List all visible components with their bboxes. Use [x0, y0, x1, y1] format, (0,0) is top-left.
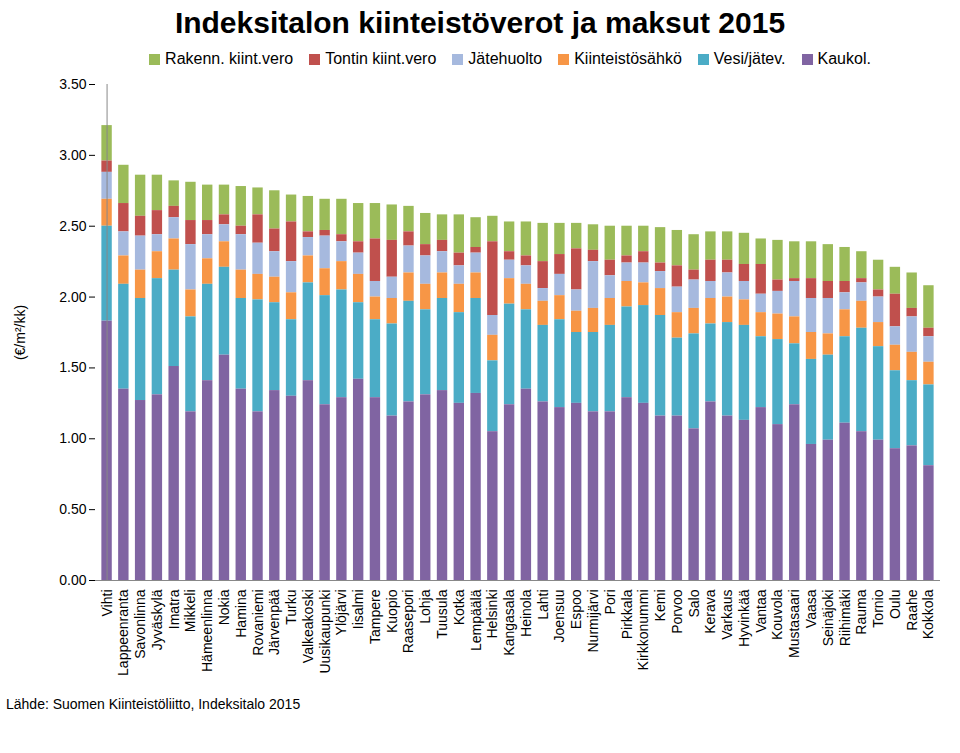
svg-text:Nokia: Nokia [216, 589, 232, 625]
svg-text:1.00: 1.00 [59, 430, 86, 446]
svg-text:Mustasaari: Mustasaari [786, 590, 802, 658]
svg-text:Helsinki: Helsinki [484, 590, 500, 639]
svg-text:Rovaniemi: Rovaniemi [250, 590, 266, 656]
svg-text:Nurmijärvi: Nurmijärvi [585, 590, 601, 653]
svg-text:Iisalmi: Iisalmi [350, 590, 366, 630]
svg-text:Kuopio: Kuopio [384, 589, 400, 633]
svg-text:Uusikaupunki: Uusikaupunki [317, 590, 333, 674]
svg-text:Hyvinkää: Hyvinkää [736, 589, 752, 647]
svg-text:3.00: 3.00 [59, 147, 86, 163]
svg-text:Kangasala: Kangasala [501, 589, 517, 655]
svg-text:Lappeenranta: Lappeenranta [115, 589, 131, 676]
svg-text:Riihimäki: Riihimäki [837, 590, 853, 647]
svg-text:Oulu: Oulu [887, 590, 903, 620]
svg-text:Porvoo: Porvoo [669, 589, 685, 634]
svg-text:Kokkola: Kokkola [920, 589, 936, 639]
svg-text:(€/m²/kk): (€/m²/kk) [12, 305, 28, 360]
html-text:Lähde: Suomen Kiinteistöliitto: Lähde: Suomen Kiinteistöliitto, Indeksit… [6, 696, 301, 712]
svg-text:Valkeakoski: Valkeakoski [300, 590, 316, 664]
svg-text:Lahti: Lahti [535, 590, 551, 620]
html-text:Rakenn. kiint.vero: Rakenn. kiint.vero [165, 50, 294, 67]
svg-text:Pirkkala: Pirkkala [619, 589, 635, 639]
svg-text:Järvenpää: Järvenpää [266, 589, 282, 655]
svg-text:Kouvola: Kouvola [769, 589, 785, 640]
svg-text:Vihti: Vihti [99, 590, 115, 617]
svg-text:Heinola: Heinola [518, 589, 534, 637]
svg-text:1.50: 1.50 [59, 359, 86, 375]
svg-text:Salo: Salo [686, 589, 702, 617]
svg-text:2.00: 2.00 [59, 289, 86, 305]
svg-text:Tornio: Tornio [870, 589, 886, 627]
svg-text:0.50: 0.50 [59, 501, 86, 517]
svg-text:Savonlinna: Savonlinna [132, 589, 148, 658]
svg-text:Hamina: Hamina [233, 589, 249, 637]
svg-text:Kemi: Kemi [652, 590, 668, 622]
svg-text:Mikkeli: Mikkeli [182, 590, 198, 633]
svg-text:Jyväskylä: Jyväskylä [149, 589, 165, 650]
html-text:Jätehuolto: Jätehuolto [468, 50, 543, 67]
svg-text:Pori: Pori [602, 590, 618, 615]
svg-text:Vantaa: Vantaa [753, 589, 769, 633]
svg-text:Lohja: Lohja [417, 589, 433, 623]
svg-text:Lempäälä: Lempäälä [468, 589, 484, 651]
svg-text:Ylöjärvi: Ylöjärvi [333, 590, 349, 636]
svg-text:Raasepori: Raasepori [400, 590, 416, 654]
svg-text:Tampere: Tampere [367, 589, 383, 644]
svg-text:Turku: Turku [283, 590, 299, 625]
html-text:Kiinteistösähkö: Kiinteistösähkö [574, 50, 682, 67]
svg-text:2.50: 2.50 [59, 218, 86, 234]
svg-text:Kerava: Kerava [702, 589, 718, 634]
svg-text:Raahe: Raahe [904, 589, 920, 630]
svg-text:Kirkkonummi: Kirkkonummi [635, 590, 651, 671]
svg-text:Hämeenlinna: Hämeenlinna [199, 589, 215, 672]
svg-text:Varkaus: Varkaus [719, 590, 735, 640]
svg-text:Seinäjoki: Seinäjoki [820, 590, 836, 647]
svg-text:Kotka: Kotka [451, 589, 467, 625]
html-text:Kaukol.: Kaukol. [817, 50, 871, 67]
svg-text:Imatra: Imatra [166, 589, 182, 629]
svg-text:3.50: 3.50 [59, 76, 86, 92]
html-text:Indeksitalon kiinteistöverot j: Indeksitalon kiinteistöverot ja maksut 2… [174, 6, 786, 39]
html-text:Tontin kiint.vero: Tontin kiint.vero [325, 50, 437, 67]
svg-text:Tuusula: Tuusula [434, 589, 450, 639]
svg-text:Vaasa: Vaasa [803, 589, 819, 628]
html-text:Vesi/jätev.: Vesi/jätev. [713, 50, 786, 67]
svg-text:Joensuu: Joensuu [551, 590, 567, 643]
svg-text:0.00: 0.00 [59, 572, 86, 588]
svg-text:Espoo: Espoo [568, 589, 584, 629]
svg-text:Rauma: Rauma [853, 589, 869, 634]
